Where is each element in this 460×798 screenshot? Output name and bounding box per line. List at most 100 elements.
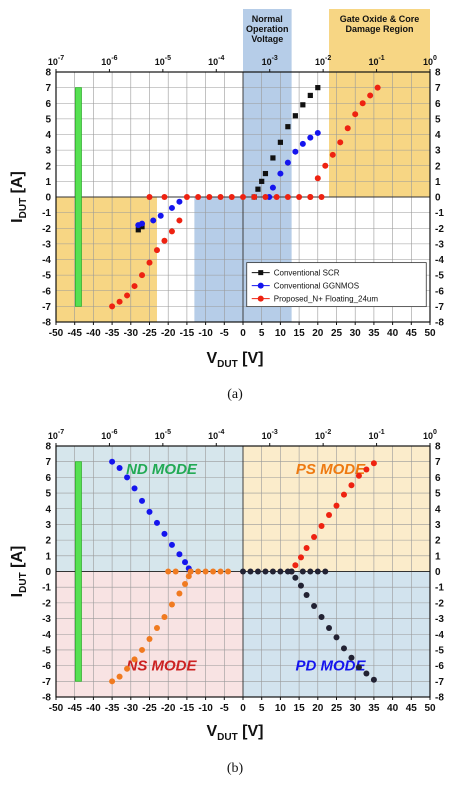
y-tick-label: 8 <box>45 68 51 79</box>
x-tick-label: 45 <box>406 328 418 339</box>
y-tick-label: -6 <box>42 286 51 297</box>
data-point <box>124 665 131 672</box>
figure-caption: (a) <box>227 387 243 402</box>
x-tick-label: 20 <box>312 328 324 339</box>
data-point <box>182 581 189 588</box>
data-point <box>109 303 116 310</box>
data-point <box>168 204 175 211</box>
data-point <box>225 568 232 575</box>
data-point <box>255 186 261 192</box>
data-point <box>333 502 340 509</box>
data-point <box>269 568 276 575</box>
region-label: Gate Oxide & Core <box>340 14 420 24</box>
x-axis-label: VDUT [V] <box>206 723 263 743</box>
x-tick-label: -5 <box>220 328 229 339</box>
data-point <box>344 125 351 132</box>
y-tick-label-right: -6 <box>435 286 444 297</box>
legend-label: Conventional SCR <box>274 269 340 278</box>
x-tick-label: 10 <box>275 328 287 339</box>
x-tick-label: 5 <box>259 328 265 339</box>
top-tick-label: 10-5 <box>155 55 171 67</box>
y-tick-label: 0 <box>45 193 51 204</box>
data-point <box>139 497 146 504</box>
legend-label: Conventional GGNMOS <box>274 282 359 291</box>
y-tick-label: -2 <box>42 224 51 235</box>
data-point <box>131 656 138 663</box>
data-point <box>168 601 175 608</box>
data-point <box>277 170 284 177</box>
data-point <box>359 100 366 107</box>
data-point <box>135 222 142 229</box>
data-point <box>269 184 276 191</box>
data-point <box>311 603 318 610</box>
y-tick-label: 2 <box>45 161 51 172</box>
data-point <box>210 568 217 575</box>
data-point <box>135 227 141 233</box>
y-tick-label-right: 6 <box>435 99 441 110</box>
x-tick-label: 35 <box>368 703 380 714</box>
x-tick-label: -35 <box>105 328 120 339</box>
data-point <box>161 530 168 537</box>
data-point <box>307 568 314 575</box>
data-point <box>333 634 340 641</box>
data-point <box>165 568 172 575</box>
x-tick-label: -40 <box>86 328 101 339</box>
legend-marker <box>257 282 264 289</box>
y-tick-label: -1 <box>42 583 51 594</box>
y-tick-label: -6 <box>42 661 51 672</box>
y-tick-label-right: 3 <box>435 146 441 157</box>
data-point <box>161 613 168 620</box>
data-point <box>273 194 280 200</box>
y-tick-label: -5 <box>42 645 51 656</box>
leakage-bar <box>75 461 82 682</box>
leakage-bar <box>75 87 82 307</box>
x-tick-label: -10 <box>198 703 213 714</box>
data-point <box>348 482 355 489</box>
x-tick-label: -35 <box>105 703 120 714</box>
x-tick-label: 0 <box>240 328 246 339</box>
data-point <box>314 129 321 136</box>
mode-label: NS MODE <box>126 657 197 674</box>
data-point <box>297 554 304 561</box>
data-point <box>318 523 325 530</box>
data-point <box>195 568 202 575</box>
x-tick-label: -20 <box>161 703 176 714</box>
y-tick-label-right: 3 <box>435 520 441 531</box>
data-point <box>161 194 168 200</box>
y-tick-label-right: 1 <box>435 551 441 562</box>
y-tick-label: -1 <box>42 208 51 219</box>
y-tick-label: 1 <box>45 177 51 188</box>
y-tick-label-right: -5 <box>435 271 444 282</box>
y-tick-label-right: -8 <box>435 693 444 704</box>
data-point <box>153 247 160 254</box>
x-tick-label: -40 <box>86 703 101 714</box>
y-tick-label-right: 8 <box>435 68 441 79</box>
data-point <box>202 568 209 575</box>
data-point <box>370 676 377 683</box>
data-point <box>326 512 333 519</box>
y-tick-label-right: -2 <box>435 598 444 609</box>
data-point <box>228 194 235 200</box>
top-tick-label: 10-4 <box>208 55 224 67</box>
data-point <box>326 624 333 631</box>
data-point <box>131 485 138 492</box>
y-tick-label: 7 <box>45 457 51 468</box>
x-tick-label: 5 <box>259 703 265 714</box>
data-point <box>322 568 329 575</box>
top-tick-label: 10-4 <box>208 429 224 441</box>
data-point <box>259 178 265 184</box>
figure-caption: (b) <box>227 761 244 776</box>
y-tick-label-right: 2 <box>435 161 441 172</box>
data-point <box>318 613 325 620</box>
y-tick-label: 3 <box>45 146 51 157</box>
y-tick-label: -5 <box>42 271 51 282</box>
data-point <box>300 102 306 108</box>
data-point <box>139 224 145 230</box>
data-point <box>277 139 283 145</box>
data-point <box>296 194 303 200</box>
y-tick-label-right: -1 <box>435 583 444 594</box>
y-tick-label: 8 <box>45 442 51 453</box>
y-tick-label: 4 <box>45 504 51 515</box>
data-point <box>146 508 153 515</box>
